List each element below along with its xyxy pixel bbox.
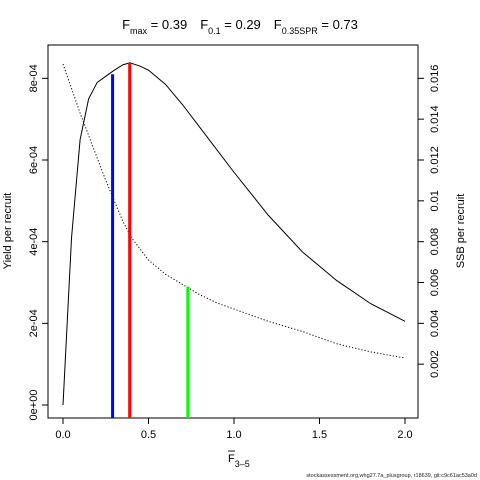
x-tick-label: 2.0	[397, 429, 412, 441]
svg-text:Fmax = 0.39 F0.1 = 0.29 F0.3: Fmax = 0.39 F0.1 = 0.29 F0.35SPR = 0.73	[122, 17, 358, 36]
series-layer	[62, 62, 406, 406]
yield-per-recruit-line	[62, 62, 406, 406]
x-axis-label-symbol: F	[228, 453, 235, 465]
svg-text:F3–5: F3–5	[228, 453, 250, 469]
x-axis-label-subscript: 3–5	[235, 459, 250, 469]
title-subscript: 0.35SPR	[282, 26, 319, 36]
y-left-tick-label: 6e-04	[28, 146, 40, 174]
ssb-per-recruit-line	[62, 63, 406, 359]
x-tick-label: 0.0	[55, 429, 70, 441]
y-axis-left-label: Yield per recruit	[2, 193, 14, 270]
plot-frame	[47, 44, 419, 419]
title-value: = 0.73	[318, 17, 358, 32]
y-left-tick-label: 8e-04	[28, 64, 40, 92]
x-axis: 0.0 0.5 1.0 1.5 2.0	[55, 418, 413, 441]
y-right-tick-label: 0.006	[429, 269, 441, 297]
y-left-tick-label: 4e-04	[28, 228, 40, 256]
chart-title: Fmax = 0.39 F0.1 = 0.29 F0.35SPR = 0.73	[122, 17, 358, 36]
y-axis-left: 0e+00 2e-04 4e-04 6e-04 8e-04	[28, 64, 48, 420]
footer-note: stockassessment.org,whg27.7a_plusgroup, …	[306, 473, 477, 479]
y-axis-right: 0.002 0.004 0.006 0.008 0.01 0.012 0.014 0.016	[418, 65, 441, 378]
y-right-tick-label: 0.004	[429, 310, 441, 338]
title-symbol: F	[187, 17, 208, 32]
y-right-tick-label: 0.016	[429, 65, 441, 93]
x-tick-label: 0.5	[141, 429, 156, 441]
y-right-tick-label: 0.008	[429, 228, 441, 256]
title-symbol: F	[122, 17, 130, 32]
title-symbol: F	[261, 17, 282, 32]
x-tick-label: 1.5	[312, 429, 327, 441]
title-value: = 0.39	[147, 17, 187, 32]
y-right-tick-label: 0.012	[429, 146, 441, 174]
y-left-tick-label: 0e+00	[28, 390, 40, 421]
reference-lines	[111, 62, 190, 418]
title-subscript: 0.1	[208, 26, 221, 36]
y-right-tick-label: 0.002	[429, 350, 441, 378]
title-value: = 0.29	[221, 17, 261, 32]
y-right-tick-label: 0.014	[429, 105, 441, 133]
x-tick-label: 1.0	[226, 429, 241, 441]
y-right-tick-label: 0.01	[429, 190, 441, 211]
y-left-tick-label: 2e-04	[28, 309, 40, 337]
x-axis-label: F3–5	[228, 450, 250, 469]
y-axis-right-label: SSB per recruit	[455, 194, 467, 269]
title-subscript: max	[130, 26, 148, 36]
